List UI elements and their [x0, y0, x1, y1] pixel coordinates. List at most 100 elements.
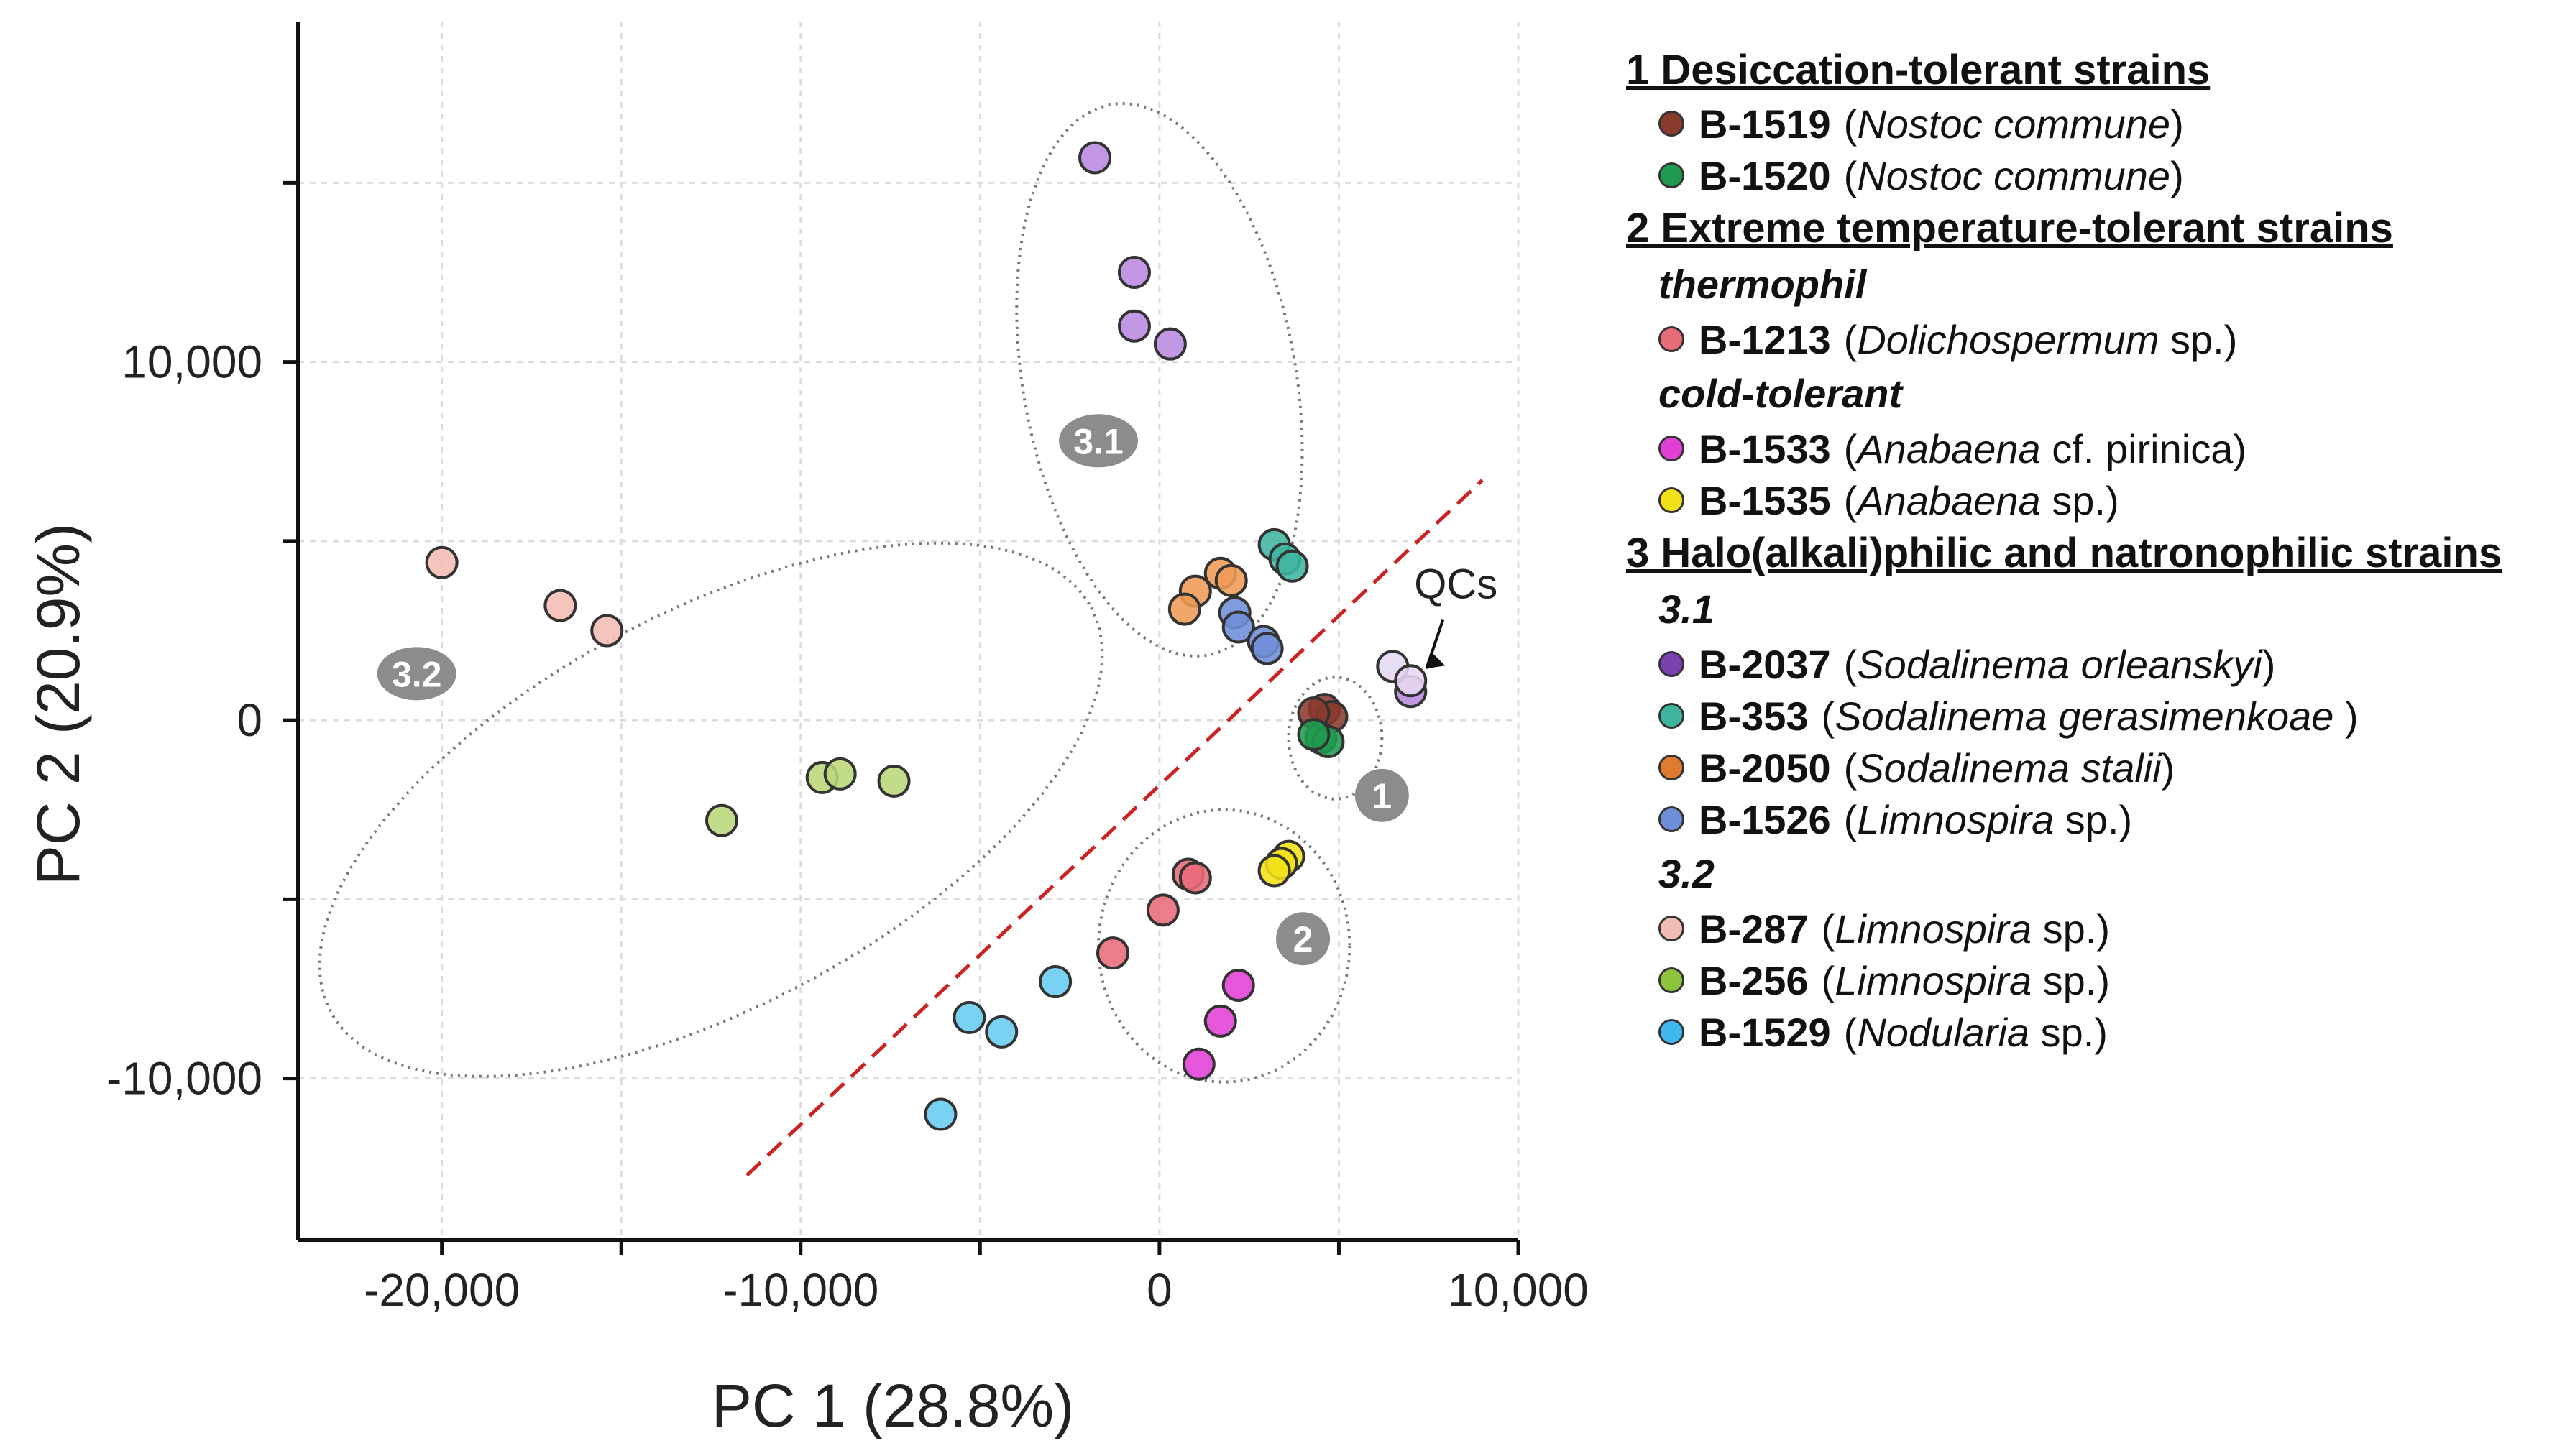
- y-tick-label: 10,000: [121, 336, 262, 388]
- legend-swatch: [1658, 651, 1684, 677]
- legend-species: (Anabaena cf. pirinica): [1843, 425, 2246, 471]
- legend-swatch: [1658, 916, 1684, 941]
- legend-subgroup-label: cold-tolerant: [1658, 371, 1903, 416]
- legend-item: B-1520 (Nostoc commune): [1658, 149, 2561, 201]
- cluster-tag-badge-1: [1354, 768, 1409, 822]
- legend-subgroup-label: 3.1: [1658, 586, 1715, 632]
- legend-species-name: Nostoc commune: [1857, 101, 2171, 147]
- divider-line: [745, 479, 1484, 1177]
- grid: [298, 22, 1520, 1240]
- data-point-b-287: [425, 545, 459, 579]
- legend-swatch: [1658, 755, 1684, 780]
- data-point-b-1213: [1096, 936, 1129, 970]
- data-point-b-2037: [1153, 327, 1187, 361]
- data-point-b-2037: [1117, 309, 1151, 343]
- legend-swatch: [1658, 436, 1684, 461]
- legend-species: (Limnospira sp.): [1821, 906, 2111, 952]
- legend-species: (Anabaena sp.): [1843, 477, 2119, 523]
- cluster-tag-label-3.1: 3.1: [1073, 421, 1124, 461]
- legend-species-name: Limnospira: [1857, 796, 2055, 842]
- legend-strain-code: B-1529: [1699, 1009, 1831, 1055]
- cluster-ellipse-1: [1287, 676, 1384, 801]
- divider-line-layer: [745, 479, 1484, 1177]
- legend: 1 Desiccation-tolerant strains B-1519 (Nos…: [1626, 43, 2561, 1058]
- legend-strain-code: B-1519: [1699, 101, 1831, 147]
- data-point-b-1533: [1221, 969, 1255, 1003]
- data-point-b-2050: [1167, 592, 1201, 626]
- x-tick-label: 0: [1147, 1264, 1172, 1316]
- legend-species-name: Anabaena: [1857, 477, 2041, 523]
- legend-species-name: Sodalinema orleanskyi: [1857, 641, 2262, 687]
- data-point-b-1533: [1203, 1004, 1237, 1038]
- legend-strain-code: B-1520: [1699, 152, 1831, 198]
- data-points: [425, 141, 1428, 1131]
- legend-species: (Nostoc commune): [1843, 101, 2184, 147]
- legend-swatch: [1658, 111, 1684, 137]
- legend-species-name: Nodularia: [1857, 1009, 2030, 1055]
- legend-strain-code: B-353: [1699, 693, 1809, 739]
- legend-species-name: Sodalinema stalii: [1857, 745, 2162, 791]
- legend-species-name: Sodalinema gerasimenkoae: [1835, 693, 2334, 739]
- legend-swatch: [1658, 326, 1684, 352]
- legend-strain-code: B-1533: [1699, 425, 1831, 471]
- x-tick-label: -10,000: [722, 1264, 878, 1316]
- data-point-b-1535: [1257, 854, 1291, 888]
- legend-item: B-2037 (Sodalinema orleanskyi): [1658, 638, 2561, 690]
- legend-strain-code: B-1535: [1699, 477, 1831, 523]
- cluster-tag-badge-3.1: [1059, 414, 1139, 468]
- legend-strain-code: B-287: [1699, 906, 1809, 952]
- legend-swatch: [1658, 806, 1684, 832]
- legend-item: B-1526 (Limnospira sp.): [1658, 793, 2561, 845]
- legend-subgroup-label: 3.2: [1658, 851, 1715, 896]
- data-point-b-2037: [1117, 255, 1151, 289]
- legend-item: B-1529 (Nodularia sp.): [1658, 1006, 2561, 1058]
- data-point-b-1533: [1182, 1047, 1216, 1081]
- data-point-b-2037: [1078, 141, 1112, 175]
- legend-item: B-1535 (Anabaena sp.): [1658, 474, 2561, 526]
- legend-swatch: [1658, 1019, 1684, 1045]
- legend-subgroup-label: thermophil: [1658, 262, 1867, 307]
- legend-group-title: 1 Desiccation-tolerant strains: [1626, 47, 2211, 93]
- data-point-b-256: [704, 803, 738, 837]
- data-point-b-287: [590, 614, 624, 648]
- qc-label: QCs: [1414, 561, 1497, 608]
- legend-strain-code: B-2050: [1699, 745, 1831, 791]
- legend-item: B-287 (Limnospira sp.): [1658, 903, 2561, 954]
- legend-species: (Sodalinema gerasimenkoae ): [1821, 693, 2359, 739]
- legend-item: B-1213 (Dolichospermum sp.): [1658, 313, 2561, 365]
- legend-item: B-2050 (Sodalinema stalii): [1658, 742, 2561, 793]
- data-point-b-1213: [1146, 893, 1180, 927]
- data-point-qcs: [1394, 664, 1428, 698]
- legend-group-title: 3 Halo(alkali)philic and natronophilic s…: [1626, 530, 2502, 576]
- data-point-b-353: [1275, 549, 1309, 583]
- legend-strain-code: B-1526: [1699, 796, 1831, 842]
- x-axis-label: PC 1 (28.8%): [712, 1372, 1074, 1439]
- legend-species-name: Anabaena: [1857, 425, 2041, 471]
- data-point-b-1526: [1250, 632, 1284, 665]
- cluster-tag-badge-3.2: [377, 647, 456, 701]
- legend-swatch: [1658, 967, 1684, 993]
- legend-species: (Sodalinema orleanskyi): [1843, 641, 2276, 687]
- legend-species: (Dolichospermum sp.): [1843, 316, 2238, 362]
- y-tick-label: -10,000: [106, 1053, 262, 1105]
- legend-species: (Nostoc commune): [1843, 152, 2184, 198]
- legend-item: B-1533 (Anabaena cf. pirinica): [1658, 423, 2561, 474]
- data-point-b-256: [823, 757, 857, 791]
- legend-strain-code: B-256: [1699, 957, 1809, 1003]
- legend-swatch: [1658, 487, 1684, 513]
- legend-species: (Limnospira sp.): [1821, 957, 2111, 1003]
- data-point-b-256: [877, 764, 911, 798]
- legend-species-name: Dolichospermum: [1857, 316, 2159, 362]
- legend-species-name: Limnospira: [1835, 957, 2032, 1003]
- x-tick-label: 10,000: [1448, 1264, 1589, 1316]
- data-point-b-1526: [1221, 610, 1255, 644]
- legend-species-name: Limnospira: [1835, 906, 2032, 952]
- y-tick-label: 0: [237, 694, 262, 746]
- cluster-ellipse-3.2: [318, 541, 1104, 1078]
- data-point-b-1529: [924, 1097, 958, 1131]
- qc-annotation: QCs: [1414, 561, 1497, 669]
- data-point-b-1529: [1039, 965, 1073, 999]
- legend-swatch: [1658, 162, 1684, 188]
- data-point-b-1213: [1178, 861, 1212, 895]
